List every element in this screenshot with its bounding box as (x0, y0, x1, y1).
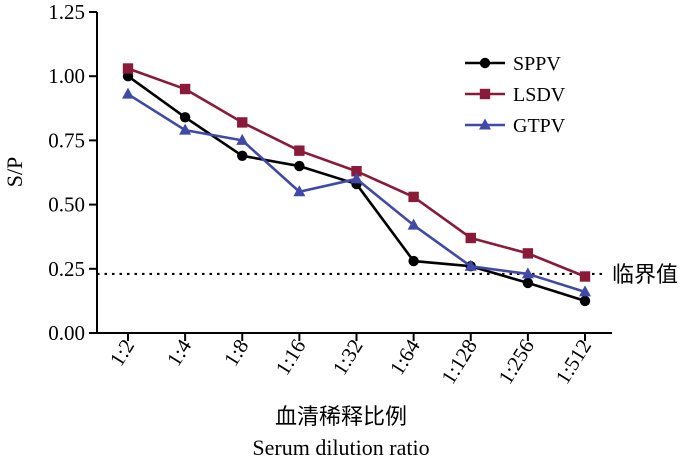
data-point (464, 259, 477, 271)
x-axis-title-english: Serum dilution ratio (252, 435, 429, 460)
data-point (179, 112, 191, 123)
data-point (179, 123, 192, 135)
data-point (579, 285, 591, 297)
y-tick-label: 0.00 (48, 321, 85, 345)
x-tick-label: 1:16 (270, 335, 310, 379)
x-tick-label: 1:128 (436, 335, 482, 388)
data-point (294, 145, 305, 156)
legend-label: LSDV (513, 84, 566, 106)
data-point (350, 172, 363, 184)
threshold-line-group: 临界值 (97, 262, 678, 287)
x-tick-label: 1:4 (162, 335, 197, 371)
x-tick-label: 1:64 (385, 335, 425, 380)
data-point (465, 232, 476, 244)
x-tick-label: 1:2 (105, 335, 140, 370)
legend-label: GTPV (513, 115, 566, 137)
series-gtpv (122, 87, 591, 297)
data-point (122, 87, 134, 99)
x-tick-label: 1:8 (219, 335, 254, 370)
data-point (122, 63, 134, 74)
legend-item-lsdv: LSDV (465, 84, 566, 106)
data-point (294, 160, 305, 172)
data-point (579, 295, 591, 307)
data-point (351, 166, 362, 177)
axis-titles: S/P 血清稀释比例 Serum dilution ratio (2, 157, 430, 460)
y-tick-label: 1.00 (48, 64, 85, 88)
series-group (122, 63, 591, 307)
y-tick-label: 1.25 (48, 0, 85, 24)
legend-item-sppv: SPPV (465, 53, 561, 75)
data-point (408, 191, 419, 203)
x-tick-label: 1:512 (551, 335, 597, 388)
y-tick-label: 0.25 (48, 257, 85, 281)
data-point (522, 277, 534, 289)
legend-label: SPPV (513, 53, 561, 75)
data-point (407, 218, 420, 230)
data-point (293, 185, 306, 197)
series-lsdv (122, 63, 591, 282)
y-axis-title: S/P (2, 157, 27, 188)
data-point (579, 271, 591, 282)
x-tick-label: 1:32 (328, 335, 368, 379)
data-point (479, 88, 491, 100)
data-point (522, 248, 534, 259)
data-point (179, 83, 191, 95)
threshold-label: 临界值 (612, 262, 678, 287)
data-point (237, 117, 248, 128)
y-tick-label: 0.50 (48, 193, 85, 217)
legend-item-gtpv: GTPV (465, 115, 566, 137)
data-point (408, 255, 419, 267)
x-axis-title-chinese: 血清稀释比例 (275, 404, 407, 429)
data-point (479, 118, 491, 130)
legend: SPPV LSDV GTPV (465, 53, 566, 137)
data-point (237, 150, 248, 162)
data-point (479, 57, 491, 69)
x-tick-label: 1:256 (493, 335, 539, 388)
data-point (521, 267, 534, 279)
y-tick-label: 0.75 (48, 128, 85, 152)
series-sppv (122, 71, 591, 307)
data-point (236, 133, 249, 145)
